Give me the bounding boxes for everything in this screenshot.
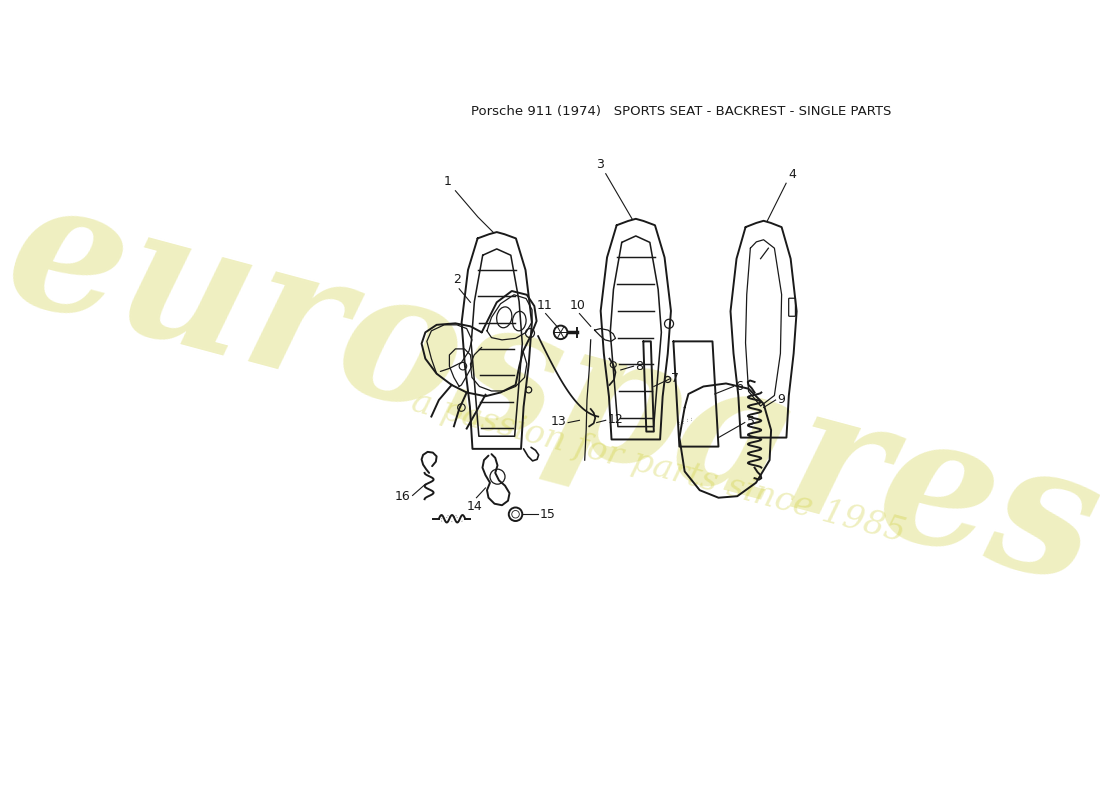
Text: 10: 10 <box>570 299 586 312</box>
Text: Porsche 911 (1974)   SPORTS SEAT - BACKREST - SINGLE PARTS: Porsche 911 (1974) SPORTS SEAT - BACKRES… <box>471 106 891 118</box>
Text: 5: 5 <box>747 414 755 427</box>
Text: 4: 4 <box>789 168 796 181</box>
Text: 16: 16 <box>395 490 410 503</box>
Text: a passion for parts since 1985: a passion for parts since 1985 <box>408 386 909 549</box>
Text: 1: 1 <box>443 175 452 189</box>
Text: eurospares: eurospares <box>0 162 1100 622</box>
Text: 8: 8 <box>635 360 643 373</box>
Text: 14: 14 <box>468 500 483 513</box>
Text: 7: 7 <box>671 373 679 386</box>
Text: 2: 2 <box>453 273 461 286</box>
Text: 3: 3 <box>595 158 604 171</box>
Text: 15: 15 <box>540 508 556 521</box>
Text: 11: 11 <box>536 299 552 312</box>
Text: 6: 6 <box>735 380 743 393</box>
Text: 13: 13 <box>551 415 566 428</box>
Text: 9: 9 <box>777 393 785 406</box>
Circle shape <box>554 326 568 339</box>
Text: 12: 12 <box>607 413 623 426</box>
